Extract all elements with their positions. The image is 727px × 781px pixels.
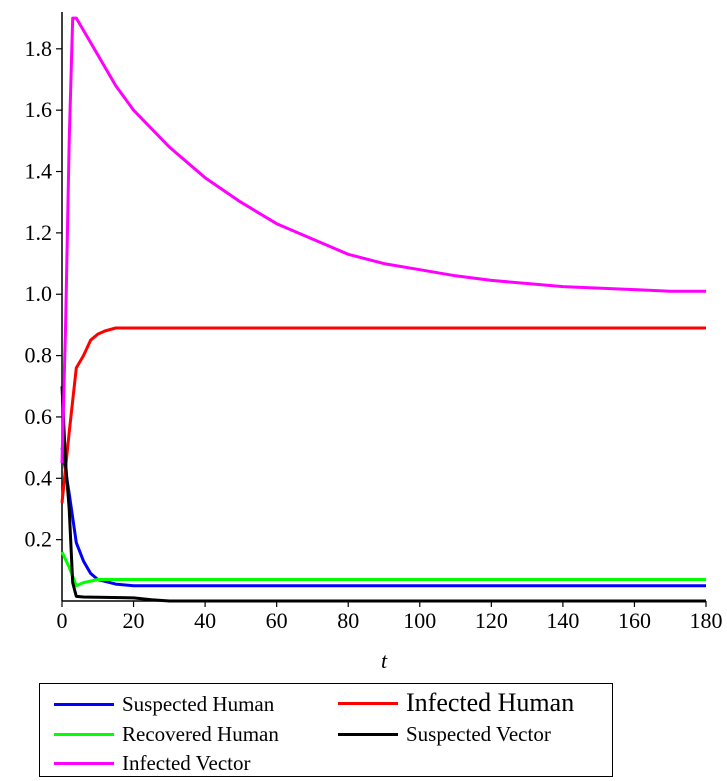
line-chart: 0 20 40 60 80 100 120 140 160 180 0.2 0.4 0.6 0.8 1.0 1… [25, 12, 723, 673]
series-lines [60, 16, 706, 603]
y-tick-label: 0.4 [25, 465, 53, 490]
legend: Suspected Human Infected Human Recovered… [39, 683, 613, 777]
legend-swatch [54, 703, 114, 706]
y-tick-label: 1.8 [25, 36, 53, 61]
tick-labels: 0 20 40 60 80 100 120 140 160 180 0.2 0.4 0.6 0.8 1.0 1… [25, 36, 723, 633]
x-tick-label: 40 [194, 608, 216, 633]
x-axis-title: t [381, 648, 388, 673]
series-line-recovered-human [60, 551, 706, 588]
legend-label: Recovered Human [122, 722, 279, 746]
legend-label: Suspected Human [122, 692, 275, 716]
legend-swatch [54, 762, 114, 765]
x-tick-label: 140 [546, 608, 579, 633]
y-tick-label: 1.0 [25, 281, 53, 306]
y-tick-label: 1.4 [25, 159, 53, 184]
legend-item-infected-human: Infected Human [338, 690, 574, 716]
series-line-suspected-human [60, 447, 706, 588]
y-tick-label: 1.2 [25, 220, 53, 245]
legend-item-infected-vector: Infected Vector [54, 753, 250, 774]
y-tick-label: 0.2 [25, 527, 53, 552]
series-line-suspected-vector [60, 386, 706, 603]
legend-swatch [54, 733, 114, 736]
y-tick-label: 1.6 [25, 97, 53, 122]
legend-item-suspected-human: Suspected Human [54, 694, 274, 715]
y-tick-label: 0.8 [25, 343, 53, 368]
series-line-infected-human [60, 326, 706, 503]
legend-label: Infected Vector [122, 751, 251, 775]
axes [61, 12, 706, 602]
legend-swatch [338, 701, 398, 705]
legend-label: Suspected Vector [406, 722, 551, 746]
legend-item-suspected-vector: Suspected Vector [338, 724, 551, 745]
x-tick-label: 80 [337, 608, 359, 633]
x-tick-label: 100 [403, 608, 436, 633]
series-line-infected-vector [60, 16, 706, 464]
x-tick-label: 120 [475, 608, 508, 633]
x-tick-label: 180 [690, 608, 723, 633]
x-tick-label: 160 [618, 608, 651, 633]
y-tick-label: 0.6 [25, 404, 53, 429]
x-tick-label: 20 [123, 608, 145, 633]
legend-label: Infected Human [406, 688, 575, 717]
x-tick-label: 0 [57, 608, 68, 633]
x-tick-label: 60 [266, 608, 288, 633]
legend-swatch [338, 733, 398, 736]
legend-item-recovered-human: Recovered Human [54, 724, 279, 745]
